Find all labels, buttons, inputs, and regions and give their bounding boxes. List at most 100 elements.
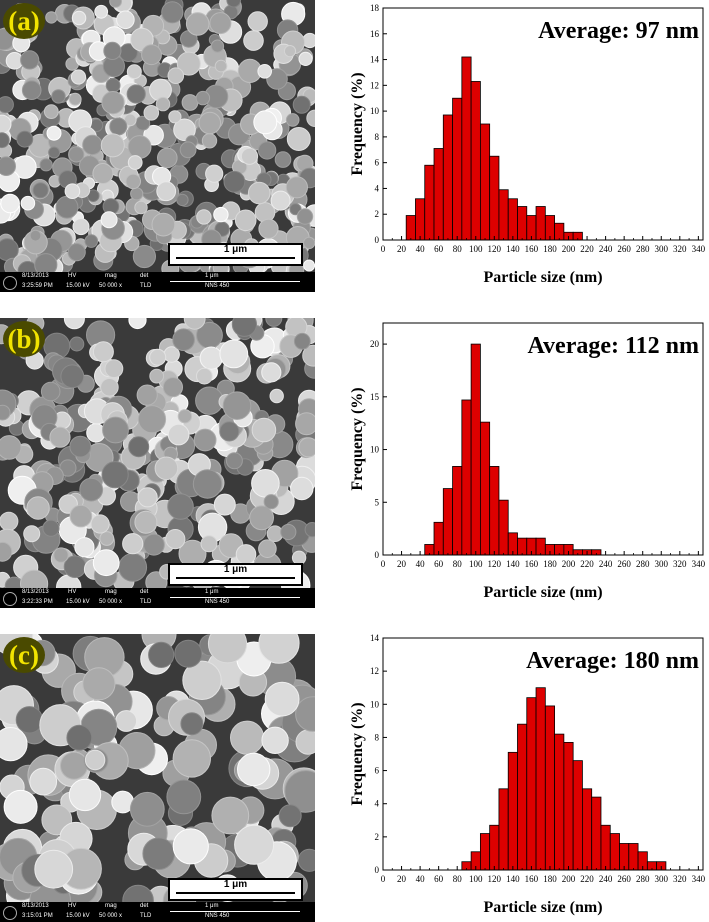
sem-info-det: TLD: [140, 283, 152, 289]
x-tick-label: 180: [543, 559, 557, 569]
scale-bar-label: 1 μm: [223, 564, 248, 575]
sem-info-hv-label: HV: [68, 589, 77, 595]
histogram-bar: [433, 521, 444, 556]
x-tick-label: 240: [599, 559, 613, 569]
scale-bar-line: [176, 577, 295, 579]
sem-info-det: TLD: [140, 913, 152, 919]
x-tick-label: 220: [580, 559, 594, 569]
average-annotation: Average: 97 nm: [538, 18, 699, 44]
x-axis-label: Particle size (nm): [483, 584, 602, 601]
x-tick-label: 20: [397, 874, 407, 884]
histogram-bar: [415, 198, 426, 241]
x-tick-label: 320: [673, 244, 687, 254]
x-tick-label: 40: [416, 874, 426, 884]
histogram-bar: [442, 114, 453, 241]
histogram-bar: [498, 788, 509, 871]
x-tick-label: 140: [506, 874, 520, 884]
scale-bar-line: [176, 892, 295, 894]
y-tick-label: 10: [370, 106, 380, 116]
y-tick-label: 0: [375, 235, 380, 245]
histogram-bar: [517, 537, 528, 556]
average-annotation: Average: 112 nm: [527, 333, 699, 359]
histogram-bar: [424, 164, 435, 241]
x-tick-label: 60: [434, 244, 444, 254]
sem-info-instrument: NNS 450: [205, 913, 230, 919]
x-tick-label: 0: [381, 559, 386, 569]
y-tick-label: 2: [375, 832, 380, 842]
histogram-bar: [479, 123, 491, 241]
fei-logo-icon: [3, 592, 17, 606]
x-tick-label: 260: [617, 874, 631, 884]
histogram-bar: [507, 198, 518, 241]
x-tick-label: 300: [655, 874, 669, 884]
histogram-b: 0 20 40 60 80 100 120 140 160 180 200 220 240 260 280 3…: [349, 322, 706, 601]
y-tick-label: 6: [375, 158, 380, 168]
histogram-bar: [600, 824, 611, 871]
histogram-bar: [489, 155, 500, 241]
histogram-bar: [461, 56, 472, 241]
y-tick-label: 15: [370, 392, 380, 402]
histogram-bar: [498, 499, 509, 556]
sem-info-hv-label: HV: [68, 273, 77, 279]
histogram-bar: [572, 760, 583, 871]
histogram-bar: [554, 733, 565, 871]
sem-info-scale: 1 μm: [205, 273, 219, 279]
y-tick-label: 10: [370, 699, 380, 709]
y-axis-label: Frequency (%): [349, 702, 366, 805]
y-tick-label: 4: [375, 799, 380, 809]
histogram-bar: [433, 148, 444, 241]
histogram-bar: [479, 421, 491, 556]
histogram-a: 0 20 40 60 80 100 120 140 160 180 200 220 240 260 280 3…: [349, 3, 706, 286]
histogram-bar: [405, 215, 416, 241]
x-tick-label: 160: [525, 244, 539, 254]
y-tick-label: 18: [370, 3, 380, 13]
sem-info-det: TLD: [140, 599, 152, 605]
panel-label: (a): [3, 3, 45, 39]
plot-frame: [382, 322, 704, 556]
y-tick-label: 5: [375, 497, 380, 507]
y-tick-label: 14: [370, 633, 380, 643]
x-tick-label: 260: [617, 559, 631, 569]
x-axis-label: Particle size (nm): [483, 269, 602, 286]
sem-info-date: 8/13/2013: [22, 273, 49, 279]
sem-info-scale-line: [170, 911, 300, 912]
sem-texture: [0, 318, 315, 588]
x-tick-label: 220: [580, 244, 594, 254]
histogram-bar: [582, 788, 593, 871]
histogram-bar: [498, 189, 509, 241]
histogram-bar: [628, 843, 639, 871]
plot-frame: [382, 637, 704, 871]
histogram-bar: [535, 537, 546, 556]
y-tick-label: 12: [370, 80, 379, 90]
histogram-bar: [442, 488, 453, 556]
sem-info-time: 3:22:33 PM: [22, 599, 53, 605]
histogram-bar: [489, 824, 500, 871]
sem-texture: [0, 634, 315, 902]
scale-bar-label: 1 μm: [223, 879, 248, 890]
sem-info-mag: 50 000 x: [99, 283, 123, 289]
x-tick-label: 320: [673, 559, 687, 569]
y-tick-label: 16: [370, 29, 380, 39]
histogram-bar: [609, 833, 620, 871]
y-tick-label: 20: [370, 339, 380, 349]
sem-info-bar: 8/13/2013 3:25:59 PM HV 15.00 kV mag 50 000 x…: [0, 272, 315, 292]
sem-info-hv: 15.00 kV: [66, 599, 90, 605]
histogram-bar: [526, 697, 537, 871]
histogram-bar: [517, 723, 528, 871]
y-tick-label: 4: [375, 183, 380, 193]
panel-label: (b): [3, 321, 45, 357]
scale-bar: 1 μm: [168, 243, 303, 266]
histogram-bar: [470, 343, 481, 556]
x-tick-label: 200: [562, 874, 576, 884]
x-tick-label: 140: [506, 559, 520, 569]
x-tick-label: 100: [469, 559, 483, 569]
histogram-bar: [479, 833, 491, 871]
sem-info-bar: 8/13/2013 3:22:33 PM HV 15.00 kV mag 50 000 x…: [0, 588, 315, 608]
x-tick-label: 20: [397, 559, 407, 569]
histogram-bar: [470, 81, 481, 241]
sem-info-date: 8/13/2013: [22, 903, 49, 909]
x-tick-label: 280: [636, 874, 650, 884]
scale-bar: 1 μm: [168, 563, 303, 586]
sem-image-c: (c) 1 μm: [0, 634, 315, 902]
x-tick-label: 0: [381, 874, 386, 884]
